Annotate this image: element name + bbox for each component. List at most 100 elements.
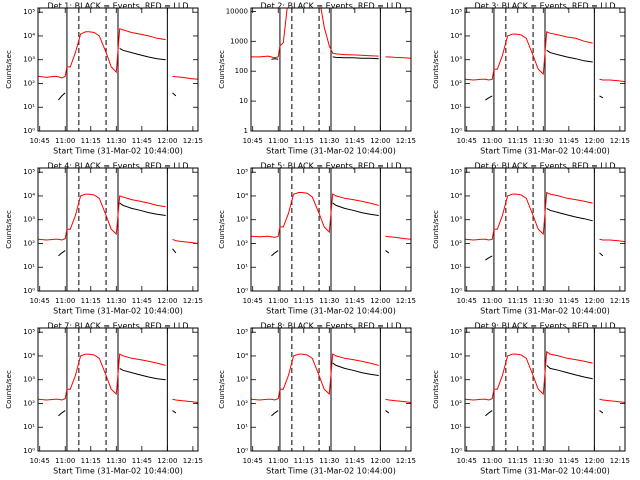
y-axis-label: Counts/sec [432, 370, 440, 409]
y-tick-label: 10¹ [23, 423, 35, 431]
x-tick-label: 11:45 [345, 297, 365, 305]
x-tick-label: 11:00 [55, 297, 75, 305]
x-tick-label: 11:15 [294, 297, 314, 305]
x-tick-label: 11:45 [132, 457, 152, 465]
x-tick-label: 12:15 [396, 137, 416, 145]
y-tick-label: 10⁴ [23, 352, 35, 360]
y-tick-label: 10³ [450, 376, 462, 384]
y-axis-label: Counts/sec [218, 50, 226, 89]
x-axis-label: Start Time (31-Mar-02 10:44:00) [480, 147, 610, 156]
x-tick-label: 11:00 [482, 457, 502, 465]
y-tick-label: 10² [236, 399, 248, 407]
data-line [38, 28, 198, 80]
data-line [485, 365, 604, 417]
plot-frame [37, 327, 199, 452]
x-axis-label: Start Time (31-Mar-02 10:44:00) [53, 147, 183, 156]
y-axis-label: Counts/sec [218, 210, 226, 249]
y-axis-label: Counts/sec [5, 50, 13, 89]
y-tick-label: 10⁵ [236, 328, 248, 336]
x-tick-label: 12:00 [584, 297, 604, 305]
chart-title: Det 7: BLACK = Events, RED = LLD [48, 322, 189, 331]
y-tick-label: 10⁵ [236, 168, 248, 176]
x-tick-label: 12:15 [610, 297, 630, 305]
data-line [271, 202, 390, 257]
x-tick-label: 11:15 [81, 297, 101, 305]
panel: Det 3: BLACK = Events, RED = LLD Start Ti… [432, 2, 630, 156]
x-tick-label: 10:45 [243, 137, 263, 145]
y-tick-label: 10⁴ [450, 192, 462, 200]
x-tick-label: 11:00 [268, 457, 288, 465]
x-axis-label: Start Time (31-Mar-02 10:44:00) [266, 467, 396, 476]
y-tick-label: 10² [450, 239, 462, 247]
x-tick-label: 11:45 [559, 137, 579, 145]
x-tick-label: 11:30 [319, 137, 339, 145]
panel: Det 7: BLACK = Events, RED = LLD Start Ti… [5, 322, 203, 476]
x-tick-label: 11:15 [294, 137, 314, 145]
x-tick-label: 11:45 [345, 137, 365, 145]
x-tick-label: 12:00 [584, 457, 604, 465]
x-tick-label: 11:45 [132, 137, 152, 145]
data-line [251, 353, 411, 403]
y-tick-label: 10¹ [23, 263, 35, 271]
y-tick-label: 10⁵ [450, 168, 462, 176]
y-tick-label: 10⁵ [23, 168, 35, 176]
y-tick-label: 10³ [450, 216, 462, 224]
x-tick-label: 11:00 [268, 297, 288, 305]
x-tick-label: 12:15 [183, 457, 203, 465]
y-tick-label: 10⁵ [23, 328, 35, 336]
y-tick-label: 10¹ [236, 263, 248, 271]
panel: Det 8: BLACK = Events, RED = LLD Start Ti… [218, 322, 416, 476]
x-tick-label: 12:00 [157, 457, 177, 465]
y-tick-label: 10³ [236, 376, 248, 384]
plot-frame [464, 327, 626, 452]
y-axis-label: Counts/sec [5, 210, 13, 249]
chart-title: Det 4: BLACK = Events, RED = LLD [48, 162, 189, 171]
y-tick-label: 10⁰ [23, 287, 35, 295]
x-tick-label: 12:15 [610, 137, 630, 145]
x-tick-label: 12:15 [396, 457, 416, 465]
x-tick-label: 12:15 [610, 457, 630, 465]
data-line [465, 191, 625, 243]
x-tick-label: 11:45 [559, 457, 579, 465]
panel: Det 2: BLACK = Events, RED = LLD Start Ti… [218, 2, 416, 156]
x-tick-label: 11:00 [482, 297, 502, 305]
chart-title: Det 5: BLACK = Events, RED = LLD [261, 162, 402, 171]
x-tick-label: 11:00 [55, 457, 75, 465]
panel: Det 6: BLACK = Events, RED = LLD Start Ti… [432, 162, 630, 316]
panel: Det 5: BLACK = Events, RED = LLD Start Ti… [218, 162, 416, 316]
x-tick-label: 11:00 [268, 137, 288, 145]
x-tick-label: 11:30 [533, 457, 553, 465]
x-tick-label: 12:00 [370, 137, 390, 145]
data-line [485, 49, 604, 101]
data-line [465, 31, 625, 83]
y-tick-label: 10⁵ [450, 8, 462, 16]
y-tick-label: 10² [23, 79, 35, 87]
data-line [38, 193, 198, 244]
y-tick-label: 10¹ [450, 423, 462, 431]
y-tick-label: 10¹ [236, 423, 248, 431]
x-tick-label: 11:30 [319, 457, 339, 465]
y-tick-label: 10⁵ [450, 328, 462, 336]
panel: Det 1: BLACK = Events, RED = LLD Start Ti… [5, 2, 203, 156]
x-tick-label: 12:00 [584, 137, 604, 145]
data-line [271, 56, 379, 60]
data-line [58, 47, 177, 101]
y-tick-label: 10³ [23, 216, 35, 224]
y-tick-label: 10² [236, 239, 248, 247]
y-tick-label: 10000 [226, 7, 248, 15]
x-tick-label: 11:30 [106, 297, 126, 305]
y-tick-label: 10⁰ [450, 287, 462, 295]
x-tick-label: 11:15 [81, 457, 101, 465]
x-tick-label: 11:45 [132, 297, 152, 305]
x-axis-label: Start Time (31-Mar-02 10:44:00) [53, 467, 183, 476]
panel: Det 9: BLACK = Events, RED = LLD Start Ti… [432, 322, 630, 476]
data-line [38, 353, 198, 403]
y-tick-label: 10⁵ [23, 8, 35, 16]
x-tick-label: 12:15 [183, 137, 203, 145]
y-tick-label: 10⁴ [450, 32, 462, 40]
x-tick-label: 10:45 [30, 297, 50, 305]
y-tick-label: 10⁴ [450, 352, 462, 360]
